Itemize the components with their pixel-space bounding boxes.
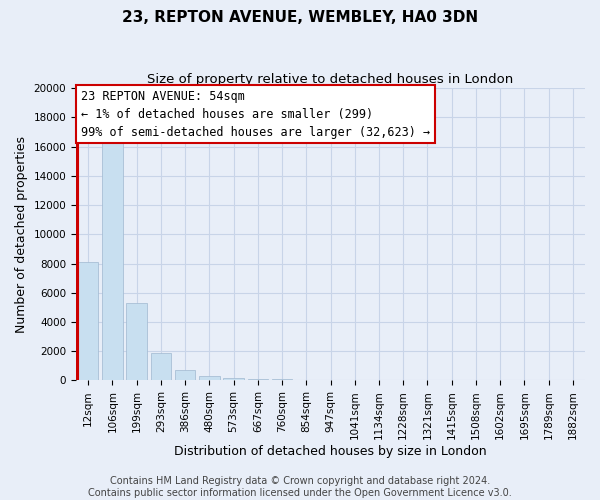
- Bar: [102, 139, 122, 380]
- Text: Contains HM Land Registry data © Crown copyright and database right 2024.
Contai: Contains HM Land Registry data © Crown c…: [88, 476, 512, 498]
- Text: 23 REPTON AVENUE: 54sqm
← 1% of detached houses are smaller (299)
99% of semi-de: 23 REPTON AVENUE: 54sqm ← 1% of detached…: [81, 90, 430, 138]
- X-axis label: Distribution of detached houses by size in London: Distribution of detached houses by size …: [174, 444, 487, 458]
- Bar: [199, 376, 220, 380]
- Bar: [151, 354, 171, 380]
- Text: 23, REPTON AVENUE, WEMBLEY, HA0 3DN: 23, REPTON AVENUE, WEMBLEY, HA0 3DN: [122, 10, 478, 25]
- Bar: [248, 378, 268, 380]
- Y-axis label: Number of detached properties: Number of detached properties: [15, 136, 28, 333]
- Bar: [175, 370, 196, 380]
- Bar: [78, 262, 98, 380]
- Title: Size of property relative to detached houses in London: Size of property relative to detached ho…: [148, 72, 514, 86]
- Bar: [127, 303, 147, 380]
- Bar: [223, 378, 244, 380]
